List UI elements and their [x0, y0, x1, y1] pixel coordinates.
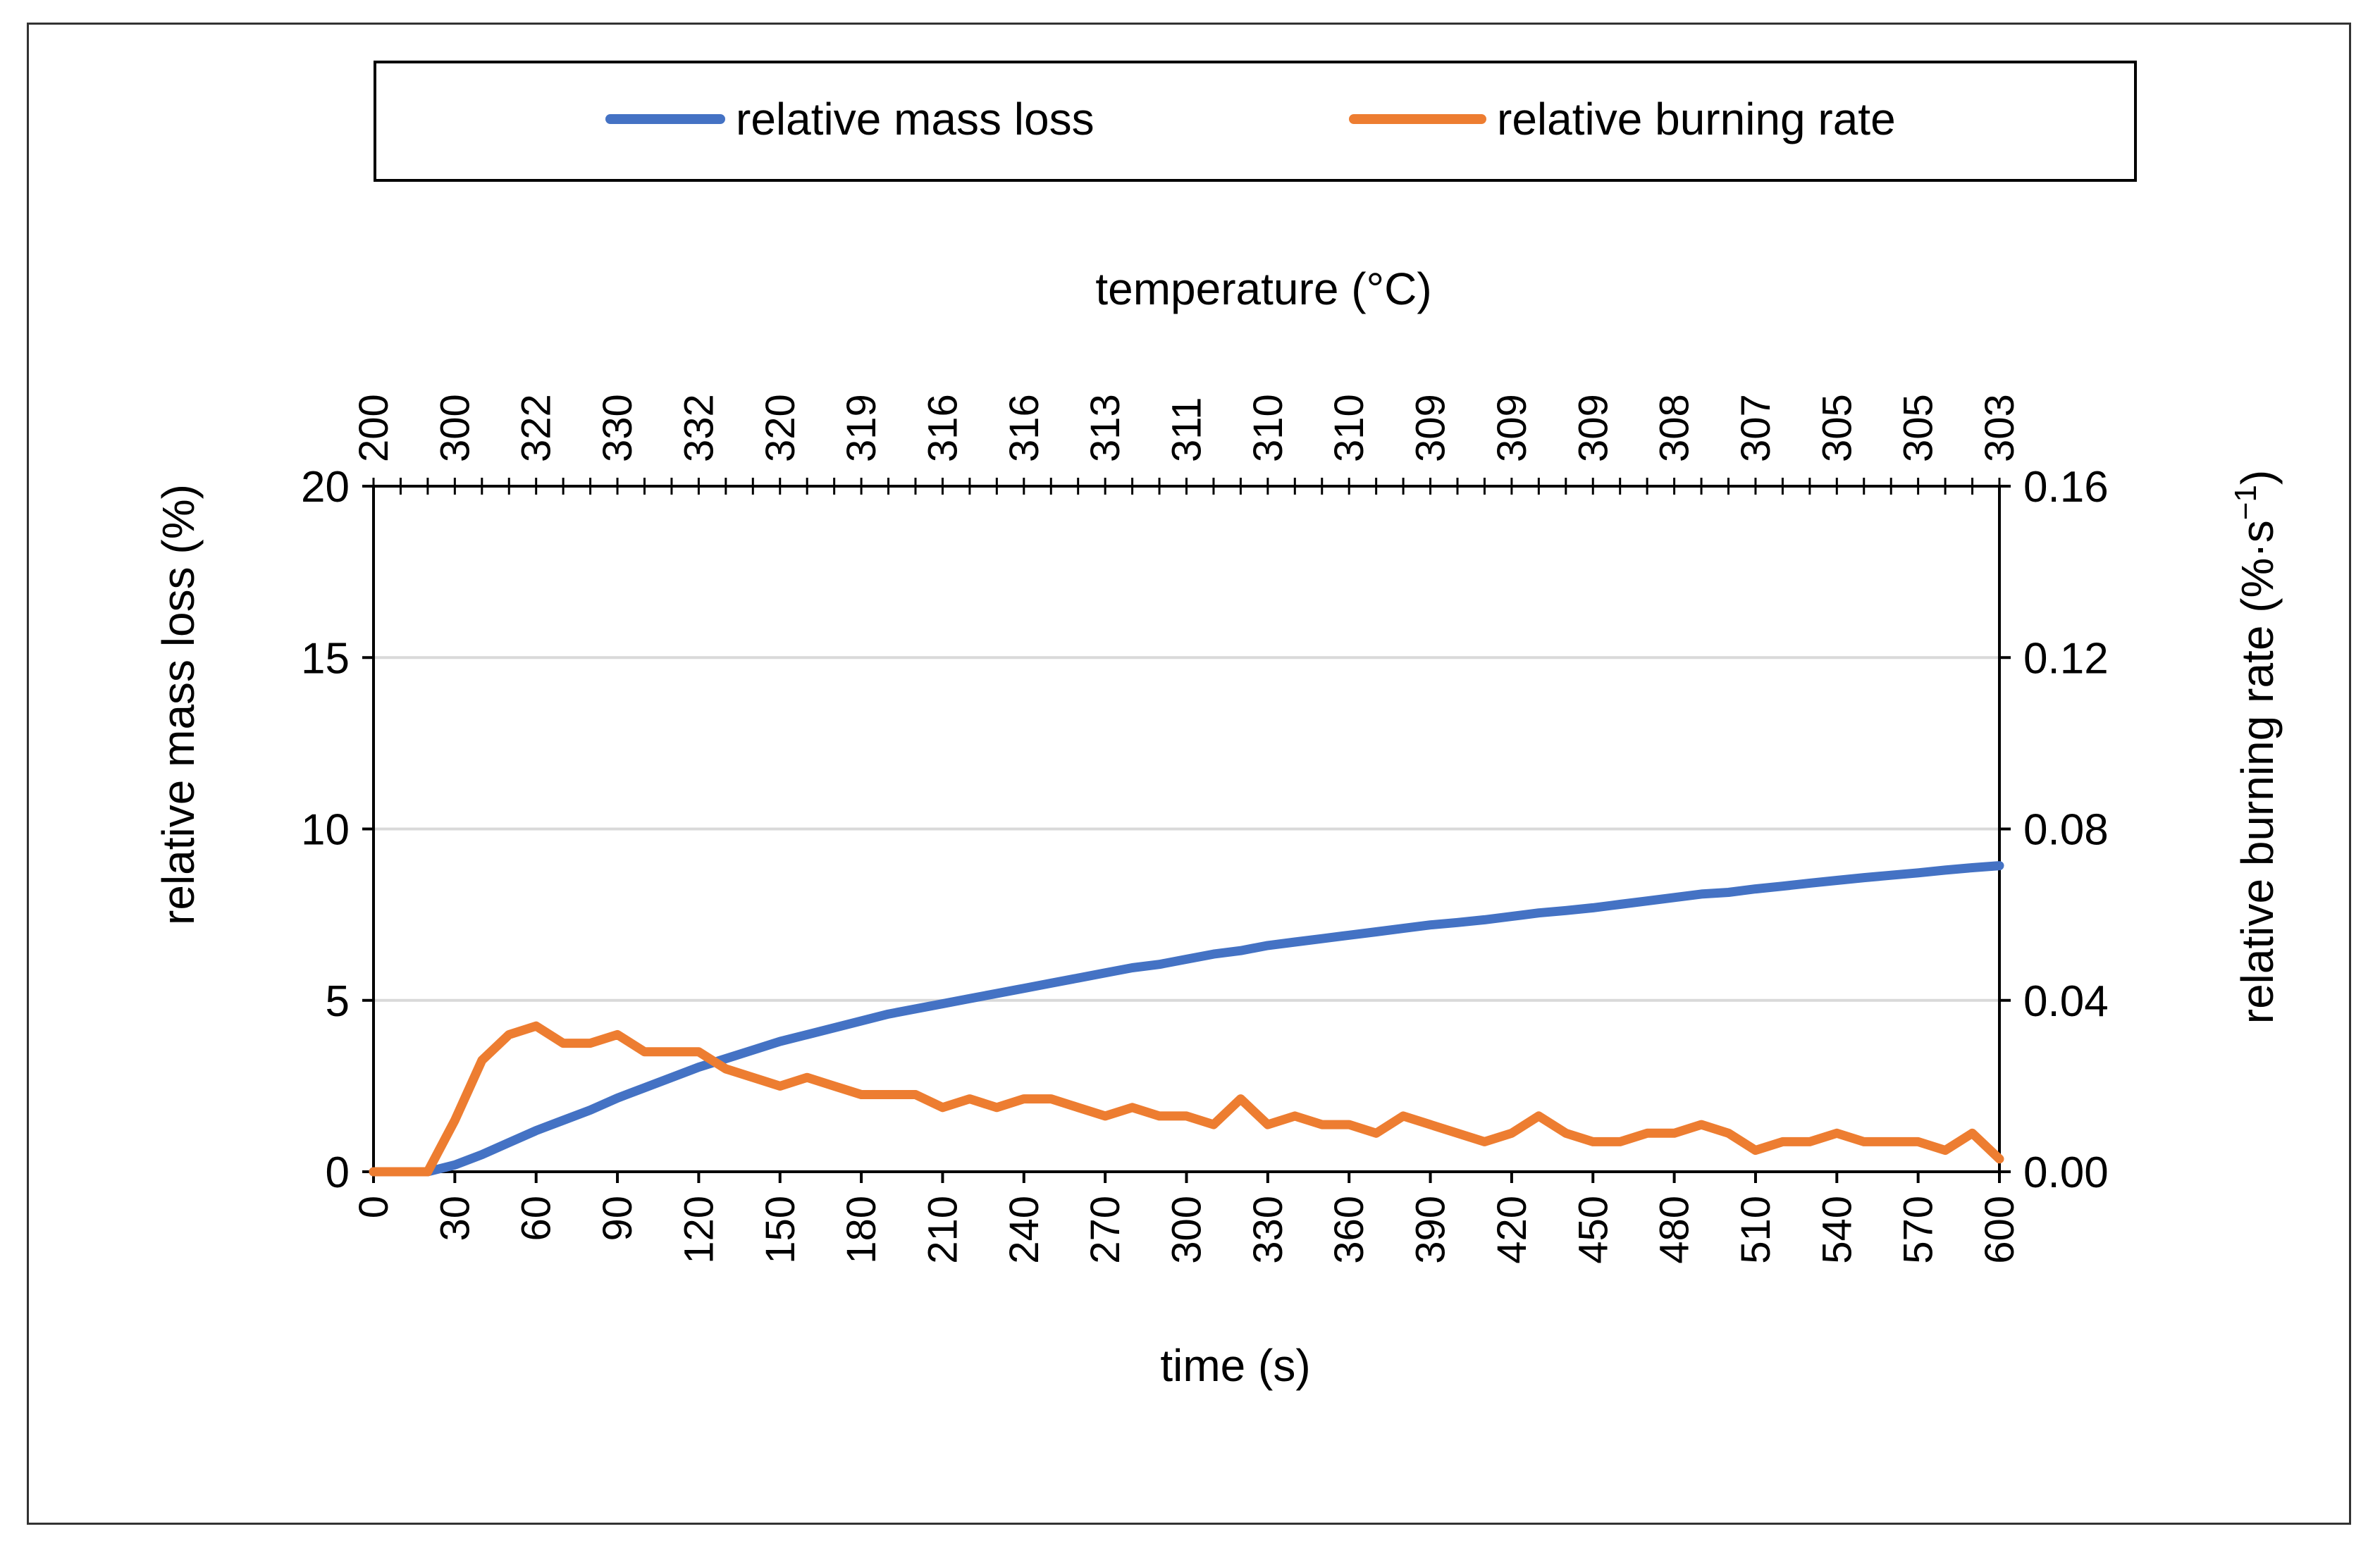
x-tick-label: 0: [351, 1196, 397, 1218]
y-left-tick-label: 15: [301, 634, 350, 683]
x-tick-label: 90: [595, 1196, 641, 1242]
top-axis-title: temperature (°C): [1095, 264, 1431, 314]
x-tick-label: 300: [1164, 1196, 1210, 1264]
legend-swatch-mass-loss: [605, 114, 725, 124]
top-tick-label: 300: [432, 394, 478, 462]
top-tick-label: 332: [676, 394, 722, 462]
top-tick-label: 309: [1489, 394, 1535, 462]
x-tick-label: 360: [1326, 1196, 1372, 1264]
top-tick-label: 305: [1814, 394, 1860, 462]
top-tick-label: 316: [1001, 394, 1047, 462]
legend-label-burning-rate: relative burning rate: [1497, 94, 1896, 144]
x-tick-label: 60: [514, 1196, 560, 1242]
y-right-tick-label: 0.04: [2023, 977, 2109, 1026]
y-right-tick-label: 0.08: [2023, 806, 2109, 855]
top-tick-label: 307: [1733, 394, 1779, 462]
top-tick-label: 311: [1164, 397, 1210, 462]
x-tick-label: 120: [676, 1196, 722, 1264]
top-tick-label: 303: [1977, 394, 2023, 462]
bottom-axis-ticks: 0 30 60 90 120 150 180 210 240 270 300 330 360 390 420…: [351, 1172, 2023, 1264]
x-tick-label: 540: [1814, 1196, 1860, 1264]
chart-frame: [27, 23, 2351, 1525]
y-right-tick-label: 0.16: [2023, 463, 2109, 512]
legend: relative mass loss relative burning rate: [374, 61, 2137, 182]
x-tick-label: 270: [1083, 1196, 1128, 1264]
y-right-axis-title: relative burning rate (%·s−1): [2228, 470, 2283, 1024]
y-left-tick-label: 20: [301, 463, 350, 512]
gridlines: [374, 656, 1999, 1002]
top-tick-label: 200: [351, 394, 397, 462]
series-line-relative-mass-loss: [369, 861, 2004, 1177]
x-axis-title: time (s): [1160, 1340, 1310, 1391]
series-line-relative-burning-rate: [369, 1021, 2004, 1177]
x-tick-label: 600: [1977, 1196, 2023, 1264]
top-tick-label: 316: [920, 394, 966, 462]
x-tick-label: 150: [758, 1196, 803, 1264]
x-tick-label: 570: [1896, 1196, 1942, 1264]
y-right-tick-label: 0.00: [2023, 1148, 2109, 1197]
top-tick-label: 322: [514, 394, 560, 462]
x-tick-label: 510: [1733, 1196, 1779, 1264]
series-lines: [369, 861, 2004, 1177]
top-tick-label: 309: [1408, 394, 1454, 462]
x-tick-label: 210: [920, 1196, 966, 1264]
x-tick-label: 450: [1570, 1196, 1616, 1264]
y-left-tick-label: 5: [326, 977, 350, 1026]
x-tick-label: 480: [1652, 1196, 1698, 1264]
y-right-tick-label: 0.12: [2023, 634, 2109, 683]
legend-label-mass-loss: relative mass loss: [736, 94, 1095, 144]
top-axis-ticks: 200 300 322 330 332 320 319 316 316 313 311 310 310 3…: [351, 394, 2023, 495]
top-tick-label: 310: [1245, 394, 1291, 462]
top-tick-label: 309: [1570, 394, 1616, 462]
left-axis-ticks: 0 5 10 15 20: [301, 463, 374, 1197]
x-tick-label: 330: [1245, 1196, 1291, 1264]
legend-swatch-burning-rate: [1349, 114, 1486, 124]
top-tick-label: 305: [1896, 394, 1942, 462]
x-tick-label: 180: [839, 1196, 884, 1264]
top-tick-label: 319: [839, 394, 884, 462]
top-tick-label: 330: [595, 394, 641, 462]
y-left-tick-label: 0: [326, 1148, 350, 1197]
x-tick-label: 420: [1489, 1196, 1535, 1264]
top-tick-label: 313: [1083, 394, 1128, 462]
top-tick-label: 320: [758, 394, 803, 462]
y-left-axis-title: relative mass loss (%): [153, 484, 204, 925]
y-left-tick-label: 10: [301, 806, 350, 855]
x-tick-label: 30: [432, 1196, 478, 1242]
x-tick-label: 390: [1408, 1196, 1454, 1264]
top-tick-label: 308: [1652, 394, 1698, 462]
top-tick-label: 310: [1326, 394, 1372, 462]
x-tick-label: 240: [1001, 1196, 1047, 1264]
right-axis-ticks: 0.00 0.04 0.08 0.12 0.16: [1999, 463, 2109, 1197]
